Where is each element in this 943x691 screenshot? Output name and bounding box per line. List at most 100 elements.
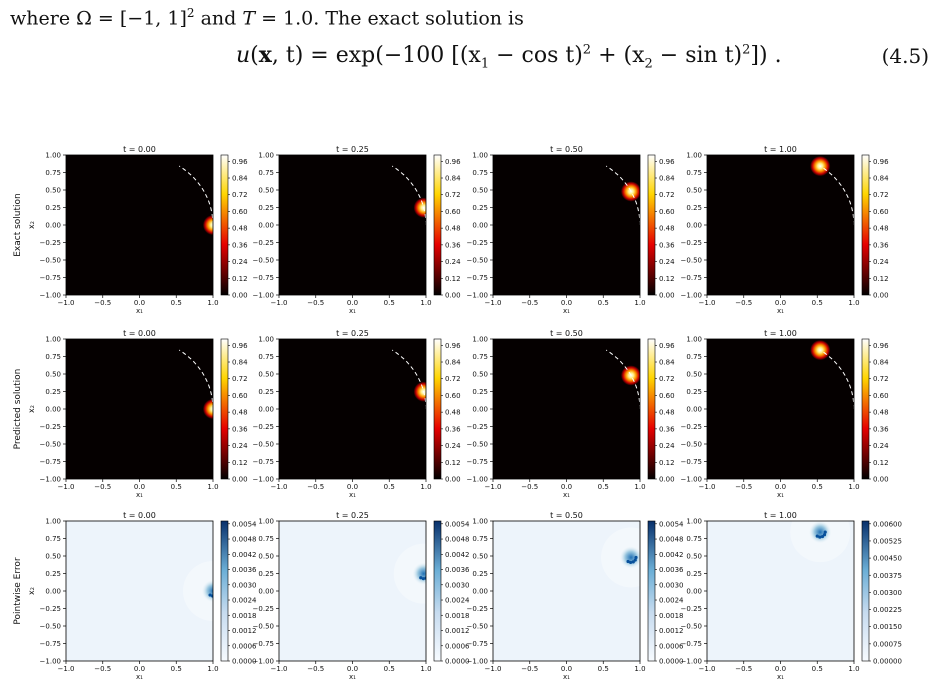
y-tick-label: 0.00 [472,222,488,230]
colorbar-label: 0.12 [232,459,248,467]
colorbar-label: 0.48 [659,225,675,233]
colorbar-label: 0.0024 [659,597,684,605]
y-tick-label: −0.25 [681,423,702,431]
panel: t = 1.00−1.00−0.75−0.50−0.250.000.250.50… [681,145,890,315]
x-tick-label: 0.5 [812,483,823,491]
colorbar-label: 0.0006 [445,642,470,650]
colorbar-label: 0.72 [659,191,675,199]
y-tick-label: 0.50 [258,371,274,379]
y-tick-label: 1.00 [258,518,274,526]
x-axis-label: x₁ [563,673,570,681]
intro-sup: 2 [186,6,195,20]
colorbar-label: 0.0054 [445,520,470,528]
colorbar-label: 0.24 [445,258,461,266]
colorbar-label: 0.96 [445,158,461,166]
y-tick-label: −0.50 [40,257,61,265]
x-axis-label: x₁ [349,673,356,681]
colorbar [220,154,229,296]
y-tick-label: −0.50 [681,623,702,631]
y-tick-label: −1.00 [467,476,488,484]
panel-title: t = 0.25 [336,511,369,520]
y-tick-label: 1.00 [45,152,61,160]
y-tick-label: −0.25 [40,423,61,431]
colorbar [647,338,656,480]
eq-part2: − cos t) [489,43,583,68]
panel: t = 0.50−1.00−0.75−0.50−0.250.000.250.50… [467,511,684,681]
colorbar-label: 0.24 [873,442,889,450]
y-tick-label: 0.75 [472,535,488,543]
colorbar-label: 0.12 [873,459,889,467]
y-tick-label: 0.00 [258,406,274,414]
colorbar-label: 0.36 [873,425,889,433]
y-tick-label: −0.25 [681,239,702,247]
y-tick-label: −0.25 [253,239,274,247]
y-tick-label: −0.50 [253,623,274,631]
colorbar [647,520,656,662]
y-tick-label: 0.25 [258,388,274,396]
colorbar-label: 0.72 [232,191,248,199]
colorbar-label: 0.0036 [232,566,257,574]
y-tick-label: −0.75 [253,274,274,282]
eq-sub2: 2 [644,56,653,72]
colorbar-label: 0.0012 [445,627,470,635]
colorbar-label: 0.60 [873,208,889,216]
intro-omega: Ω = [−1, 1] [76,7,187,30]
x-tick-label: −1.0 [58,299,75,307]
y-tick-label: 0.25 [472,570,488,578]
colorbar-label: 0.84 [232,359,248,367]
error-speck [214,594,217,597]
x-axis-label: x₁ [136,491,143,499]
solution-peak [203,399,213,419]
error-speck [634,555,638,560]
colorbar-label: 0.24 [659,442,675,450]
colorbar [220,338,229,480]
trajectory-arc [178,349,214,409]
y-tick-label: −0.75 [253,640,274,648]
error-speck [629,560,633,565]
colorbar [861,154,870,296]
colorbar [220,520,229,662]
x-tick-label: −1.0 [58,483,75,491]
y-tick-label: −0.25 [253,605,274,613]
y-tick-label: −0.75 [681,274,702,282]
colorbar-label: 0.00 [873,476,889,484]
colorbar-label: 0.00 [232,476,248,484]
y-tick-label: 0.50 [45,371,61,379]
x-axis-label: x₁ [777,307,784,315]
y-axis-label: x₂ [27,221,36,229]
error-blob [619,545,640,570]
y-tick-label: 0.50 [45,553,61,561]
eq-x-vector: x [258,42,272,68]
x-tick-label: 0.0 [347,299,358,307]
colorbar-label: 0.48 [232,225,248,233]
colorbar-label: 0.0012 [659,627,684,635]
colorbar-label: 0.00450 [873,555,902,563]
colorbar-label: 0.48 [873,409,889,417]
y-tick-label: −0.75 [40,274,61,282]
figure-grid: Exact solution Predicted solution Pointwis… [13,145,902,681]
panel-title: t = 0.00 [123,145,156,154]
colorbar-label: 0.00 [659,476,675,484]
y-tick-label: −0.75 [467,274,488,282]
colorbar-label: 0.0018 [659,612,684,620]
panel: t = 0.25−1.00−0.75−0.50−0.250.000.250.50… [253,329,462,499]
error-speck [419,576,423,580]
y-tick-label: 0.50 [258,187,274,195]
x-tick-label: 1.0 [207,483,218,491]
y-axis-label: x₂ [27,405,36,413]
colorbar-label: 0.84 [659,175,675,183]
x-tick-label: 0.5 [598,299,609,307]
panel: t = 1.00−1.00−0.75−0.50−0.250.000.250.50… [681,511,902,681]
y-tick-label: −1.00 [467,292,488,300]
colorbar-label: 0.0012 [232,627,257,635]
row-label: Predicted solution [13,369,23,450]
x-tick-label: −0.5 [735,483,752,491]
field-background [66,521,213,661]
y-tick-label: 1.00 [686,152,702,160]
colorbar-label: 0.00 [445,476,461,484]
eq-sub1: 1 [480,56,490,72]
panel-title: t = 0.25 [336,145,369,154]
x-tick-label: −1.0 [485,299,502,307]
y-tick-label: −1.00 [253,476,274,484]
